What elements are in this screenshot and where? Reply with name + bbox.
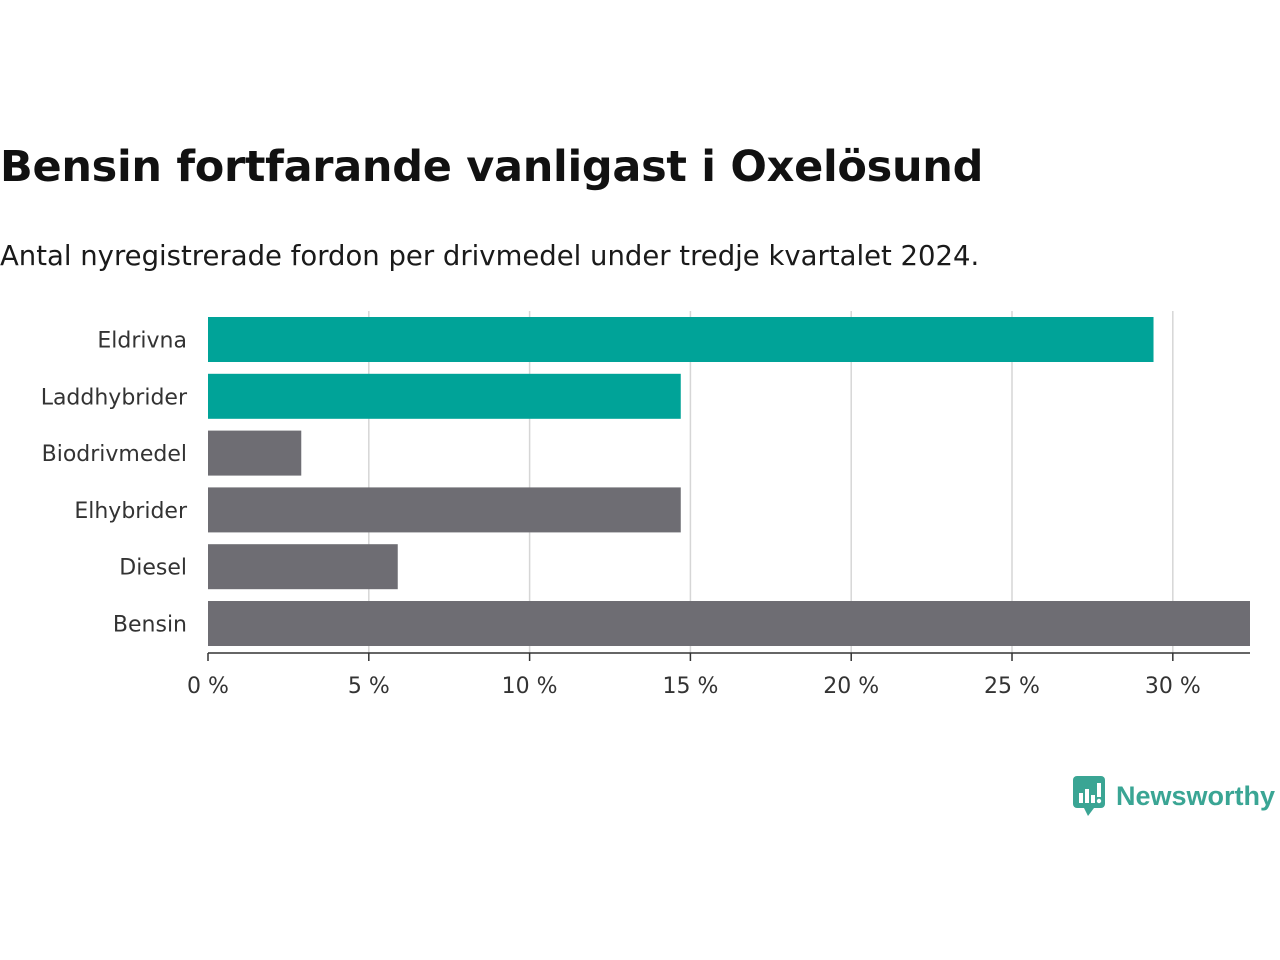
x-axis: 0 % 5 % 10 % 15 % 20 % 25 % 30 % xyxy=(187,652,1250,699)
chart-title: Bensin fortfarande vanligast i Oxelösund xyxy=(0,142,984,192)
x-tick-label: 0 % xyxy=(187,674,229,699)
category-label: Eldrivna xyxy=(97,329,187,354)
x-tick-label: 30 % xyxy=(1145,674,1201,699)
bar xyxy=(208,430,302,476)
x-tick-label: 5 % xyxy=(348,674,390,699)
x-tick-label: 25 % xyxy=(984,674,1040,699)
bar xyxy=(208,487,681,533)
category-label: Bensin xyxy=(113,613,187,638)
bar-chart: 0 % 5 % 10 % 15 % 20 % 25 % 30 % Eldrivna Laddh… xyxy=(41,311,1250,699)
category-label: Elhybrider xyxy=(74,499,188,524)
category-label: Laddhybrider xyxy=(41,385,188,410)
bars xyxy=(208,317,1250,646)
category-label: Biodrivmedel xyxy=(42,442,187,467)
bar xyxy=(208,373,681,419)
chart-subtitle: Antal nyregistrerade fordon per drivmede… xyxy=(0,240,980,272)
bar xyxy=(208,601,1250,646)
bar xyxy=(208,317,1154,362)
x-tick-label: 15 % xyxy=(662,674,718,699)
x-tick-label: 20 % xyxy=(823,674,879,699)
category-labels: Eldrivna Laddhybrider Biodrivmedel Elhybrid… xyxy=(41,329,188,638)
bar-chart-speech-bubble-icon xyxy=(1073,776,1105,816)
gridlines xyxy=(368,311,1174,653)
x-tick-label: 10 % xyxy=(502,674,558,699)
newsworthy-brand: Newsworthy xyxy=(1072,774,1275,818)
bar xyxy=(208,544,398,590)
category-label: Diesel xyxy=(119,556,187,581)
brand-name: Newsworthy xyxy=(1116,780,1276,811)
